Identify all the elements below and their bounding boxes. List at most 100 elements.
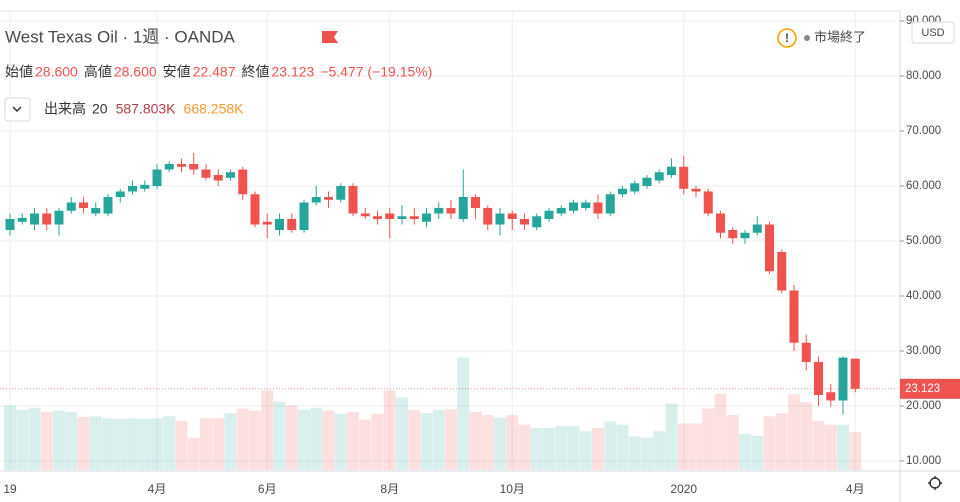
- volume-bar: [677, 423, 690, 470]
- candle-body: [299, 202, 309, 231]
- y-tick-label: 40.000: [906, 290, 941, 302]
- settings-icon[interactable]: [928, 476, 942, 490]
- x-tick-label: 8月: [380, 482, 399, 496]
- y-tick-label: 10.000: [906, 455, 941, 467]
- candle-body: [152, 169, 162, 187]
- candle-body: [250, 194, 260, 225]
- volume-bar: [616, 424, 629, 470]
- legend-label: 終値: [241, 64, 269, 80]
- candle-body: [801, 342, 811, 362]
- volume-bar: [812, 420, 825, 470]
- candle-body: [201, 169, 211, 178]
- volume-bar: [102, 418, 114, 470]
- volume-bar: [310, 407, 323, 470]
- volume-bar: [469, 411, 482, 470]
- candle-body: [520, 219, 529, 225]
- legend-label: 安値: [163, 64, 191, 80]
- market-status[interactable]: 市場終了: [814, 29, 866, 44]
- candle-body: [765, 224, 774, 272]
- overlay: West Texas Oil · 1週 · OANDA ! 市場終了 USD 始…: [4, 21, 955, 490]
- volume-bar: [481, 415, 494, 470]
- volume-bar: [114, 418, 127, 470]
- volume-average: 668.258K: [184, 101, 245, 117]
- candle-body: [507, 213, 517, 220]
- status-dot: [804, 35, 810, 41]
- y-tick-label: 60.000: [906, 180, 941, 192]
- legend-label: 高値: [84, 64, 112, 80]
- candle-body: [238, 169, 248, 195]
- warning-mark: !: [785, 31, 789, 45]
- last-price-label: 23.123: [905, 383, 940, 395]
- candle-body: [311, 197, 321, 203]
- candle-body: [5, 219, 15, 231]
- candle-body: [691, 188, 701, 192]
- legend-value: 22.487: [193, 64, 236, 80]
- plot: 90.00080.00070.00060.00050.00040.00030.0…: [0, 12, 960, 496]
- volume-bar: [714, 393, 727, 470]
- volume-bar: [200, 418, 212, 470]
- currency-label: USD: [921, 27, 944, 39]
- flag-icon: [322, 31, 338, 43]
- candle-body: [103, 197, 113, 214]
- currency-box[interactable]: [911, 21, 955, 44]
- candle-body: [728, 230, 738, 239]
- candle-body: [66, 202, 76, 211]
- legend-change: −5.477 (−19.15%): [320, 64, 432, 80]
- x-tick-label: 2020: [670, 482, 697, 496]
- candle-body: [17, 217, 27, 222]
- volume-bar: [16, 409, 29, 470]
- volume-bar: [653, 431, 666, 470]
- volume-value: 587.803K: [116, 101, 177, 117]
- candle-body: [618, 188, 627, 195]
- candle-body: [458, 197, 468, 220]
- volume-bar: [494, 417, 506, 470]
- y-tick-label: 80.000: [906, 70, 941, 82]
- volume-bar: [775, 413, 788, 470]
- volume-bar: [432, 409, 445, 470]
- volume-bar: [751, 435, 764, 470]
- volume-bar: [40, 411, 53, 470]
- volume-bar: [224, 413, 237, 470]
- candle-body: [213, 175, 223, 181]
- candle-body: [287, 219, 297, 231]
- candle-body: [630, 183, 640, 192]
- candle-body: [667, 166, 676, 176]
- chart-title: West Texas Oil · 1週 · OANDA: [5, 27, 236, 46]
- candle-body: [850, 358, 860, 389]
- volume-bar: [849, 431, 862, 470]
- candle-body: [581, 202, 591, 209]
- volume-bar: [506, 415, 519, 470]
- candle-body: [140, 184, 150, 189]
- candle-body: [544, 210, 554, 220]
- volume-bar: [543, 427, 555, 470]
- volume-bar: [555, 426, 568, 470]
- volume-bar: [530, 427, 543, 470]
- last-price-box: [900, 378, 960, 399]
- volume-bar: [236, 408, 249, 470]
- volume-bar: [212, 418, 225, 470]
- candle-body: [397, 216, 407, 220]
- candle-body: [752, 224, 762, 233]
- x-tick-label: 4月: [846, 482, 865, 496]
- y-tick-label: 50.000: [906, 235, 941, 247]
- candle-body: [532, 216, 542, 228]
- volume-bar: [837, 424, 849, 470]
- volume-bar: [396, 397, 408, 470]
- candle-body: [115, 191, 125, 198]
- warning-icon: [777, 28, 797, 48]
- candle-body: [336, 186, 346, 200]
- volume-bar: [65, 411, 78, 470]
- volume-bar: [163, 416, 176, 470]
- legend-value: 28.600: [35, 64, 78, 80]
- candle-body: [385, 213, 395, 220]
- candle-body: [642, 177, 652, 187]
- volume-legend: 出来高 20 587.803K 668.258K: [44, 101, 244, 117]
- volume-bar: [665, 403, 678, 470]
- candle-body: [471, 197, 480, 209]
- volume-bar: [763, 416, 776, 470]
- candle-body: [373, 216, 382, 220]
- candle-body: [226, 172, 235, 178]
- volume-bar: [249, 410, 261, 470]
